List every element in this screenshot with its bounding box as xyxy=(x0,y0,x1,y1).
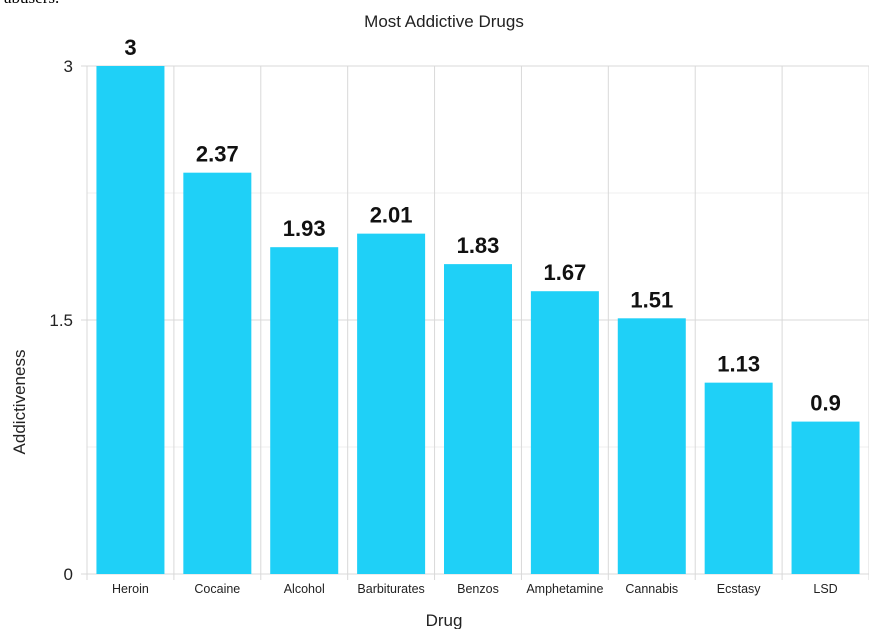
data-label: 2.01 xyxy=(370,203,413,228)
data-label: 1.13 xyxy=(717,352,760,377)
x-tick-label: Ecstasy xyxy=(717,582,762,596)
y-tick-label: 3 xyxy=(64,57,73,76)
x-tick-label: Barbiturates xyxy=(357,582,424,596)
x-tick-label: Heroin xyxy=(112,582,149,596)
data-label: 1.93 xyxy=(283,216,326,241)
bar-alcohol xyxy=(270,247,339,575)
x-tick-label: LSD xyxy=(813,582,837,596)
bar-cannabis xyxy=(617,318,686,574)
data-label-layer: 3 2.37 1.93 2.01 1.83 1.67 1.51 1.13 0.9 xyxy=(124,35,841,416)
y-axis-label: Addictiveness xyxy=(10,350,29,455)
data-label: 0.9 xyxy=(810,391,841,416)
x-tick-label: Benzos xyxy=(457,582,499,596)
axis-layer: 0 1.5 3 Heroin Cocaine Alcohol Barbiturates Ben… xyxy=(49,57,837,596)
bar-lsd xyxy=(791,421,860,574)
chart-title: Most Addictive Drugs xyxy=(364,12,524,31)
x-tick-label: Amphetamine xyxy=(526,582,603,596)
x-axis-label: Drug xyxy=(426,611,463,629)
data-label: 1.67 xyxy=(543,260,586,285)
x-tick-label: Alcohol xyxy=(284,582,325,596)
bar-cocaine xyxy=(183,172,252,574)
grid-layer xyxy=(81,65,869,580)
data-label: 2.37 xyxy=(196,142,239,167)
bar-amphetamine xyxy=(530,291,599,574)
bar-barbiturates xyxy=(357,233,426,574)
bar-heroin xyxy=(96,66,165,574)
y-tick-label: 1.5 xyxy=(49,311,73,330)
bar-benzos xyxy=(444,264,512,574)
data-label: 3 xyxy=(124,35,136,60)
bar-ecstasy xyxy=(704,382,773,574)
data-label: 1.83 xyxy=(457,233,500,258)
bar-layer xyxy=(96,66,860,575)
x-tick-label: Cannabis xyxy=(625,582,678,596)
page-text-fragment: abusers. xyxy=(4,0,59,8)
data-label: 1.51 xyxy=(630,287,673,312)
y-tick-label: 0 xyxy=(64,565,73,584)
x-tick-label: Cocaine xyxy=(194,582,240,596)
